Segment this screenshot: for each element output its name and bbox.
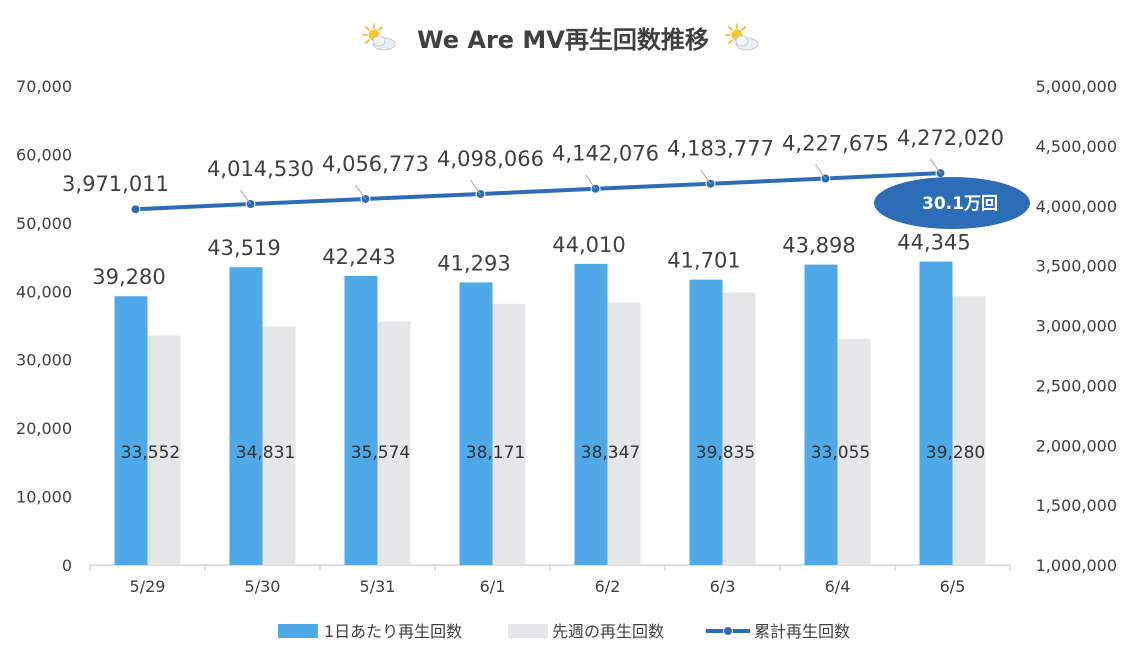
bar-daily-views: [919, 261, 953, 565]
cumulative-label: 4,183,777: [667, 137, 774, 161]
bar-series: [114, 261, 986, 565]
chart-title: We Are MV再生回数推移: [362, 23, 759, 54]
bar-daily-views: [689, 279, 723, 565]
bar-daily-views: [574, 263, 608, 565]
cumulative-label: 3,971,011: [62, 172, 169, 196]
x-tick-label: 6/1: [480, 577, 506, 596]
x-tick-label: 5/29: [130, 577, 166, 596]
bar-daily-views-label: 44,345: [897, 231, 970, 255]
bar-daily-views: [459, 282, 493, 565]
y-right-tick-label: 3,500,000: [1036, 257, 1117, 276]
legend-swatch-daily: [278, 624, 318, 638]
x-tick-label: 5/30: [245, 577, 281, 596]
y-right-tick-label: 4,500,000: [1036, 137, 1117, 156]
y-left-tick-label: 20,000: [16, 419, 72, 438]
bar-last-week-views: [147, 335, 181, 565]
sun-cloud-icon: [725, 23, 759, 51]
bar-daily-views: [114, 296, 148, 565]
y-right-tick-label: 2,000,000: [1036, 436, 1117, 455]
leader-line: [470, 179, 481, 195]
y-right-tick-label: 5,000,000: [1036, 77, 1117, 96]
y-right-tick-label: 3,000,000: [1036, 317, 1117, 336]
annotation-bubble: 30.1万回: [874, 177, 1030, 229]
legend-swatch-last-week: [508, 624, 548, 638]
bar-last-week-views-label: 38,171: [466, 443, 525, 463]
bar-last-week-views: [492, 303, 526, 565]
y-left-tick-label: 40,000: [16, 282, 72, 301]
bar-daily-views-label: 44,010: [552, 233, 625, 257]
cumulative-label: 4,056,773: [322, 152, 429, 176]
bar-daily-views: [344, 275, 378, 565]
chart-title-text: We Are MV再生回数推移: [417, 26, 709, 54]
leader-line: [930, 158, 941, 174]
annotation-ellipse: [874, 177, 1030, 229]
bar-daily-views-label: 41,293: [437, 251, 510, 275]
bar-last-week-views-label: 33,552: [121, 443, 180, 463]
leader-line: [240, 189, 251, 205]
line-series: [130, 168, 946, 215]
cumulative-point: [130, 204, 141, 215]
leader-line: [815, 164, 826, 179]
y-right-tick-label: 4,000,000: [1036, 197, 1117, 216]
legend-label-cumulative: 累計再生回数: [754, 622, 850, 641]
sun-cloud-icon: [362, 23, 396, 51]
y-left-tick-label: 60,000: [16, 145, 72, 164]
y-left-tick-label: 50,000: [16, 214, 72, 233]
y-left-tick-label: 30,000: [16, 351, 72, 370]
cumulative-line: [135, 171, 941, 212]
x-tick-label: 6/3: [710, 577, 736, 596]
leader-line: [700, 169, 711, 185]
cumulative-label: 4,227,675: [782, 131, 889, 155]
cumulative-label: 4,142,076: [552, 142, 659, 166]
bar-last-week-views: [262, 326, 296, 565]
y-right-tick-label: 1,500,000: [1036, 496, 1117, 515]
bar-labels: 39,280 33,552 43,519 34,831 42,243 35,574 41,2…: [92, 231, 985, 463]
bar-last-week-views-label: 34,831: [236, 443, 295, 463]
y-right-tick-label: 2,500,000: [1036, 376, 1117, 395]
x-tick-label: 5/31: [360, 577, 396, 596]
x-tick-label: 6/5: [940, 577, 966, 596]
leader-line: [355, 184, 366, 200]
bar-daily-views-label: 41,701: [667, 249, 740, 273]
cumulative-label: 4,014,530: [207, 157, 314, 181]
annotation-text: 30.1万回: [922, 194, 998, 214]
bar-daily-views-label: 39,280: [92, 265, 165, 289]
bar-last-week-views: [952, 296, 986, 565]
bar-last-week-views-label: 33,055: [811, 443, 870, 463]
bar-last-week-views-label: 39,835: [696, 443, 755, 463]
cumulative-label: 4,098,066: [437, 147, 544, 171]
line-labels: 3,971,011 4,014,530 4,056,773 4,098,066 4,14…: [62, 126, 1004, 205]
right-axis: 1,000,000 1,500,000 2,000,000 2,500,000 3,00…: [1036, 77, 1117, 575]
bar-daily-views-label: 43,898: [782, 234, 855, 258]
x-tick-label: 6/4: [825, 577, 851, 596]
cumulative-label: 4,272,020: [897, 126, 1004, 150]
leader-line: [585, 174, 596, 190]
legend-marker-cumulative: [723, 626, 733, 636]
bar-daily-views: [804, 264, 838, 565]
bar-last-week-views-label: 38,347: [581, 443, 640, 463]
bar-last-week-views-label: 35,574: [351, 443, 410, 463]
bar-daily-views-label: 43,519: [207, 236, 280, 260]
y-left-tick-label: 70,000: [16, 77, 72, 96]
bar-last-week-views: [837, 338, 871, 565]
y-left-tick-label: 0: [62, 556, 72, 575]
legend-label-daily: 1日あたり再生回数: [324, 622, 462, 641]
y-left-tick-label: 10,000: [16, 488, 72, 507]
bar-last-week-views: [377, 321, 411, 565]
bar-last-week-views-label: 39,280: [926, 443, 985, 463]
bar-last-week-views: [722, 292, 756, 565]
bar-daily-views: [229, 267, 263, 565]
bar-last-week-views: [607, 302, 641, 565]
bar-daily-views-label: 42,243: [322, 245, 395, 269]
x-tick-label: 6/2: [595, 577, 621, 596]
legend-label-last-week: 先週の再生回数: [552, 622, 664, 641]
x-axis: 5/29 5/30 5/31 6/1 6/2 6/3 6/4 6/5: [89, 565, 1011, 596]
left-axis: 0 10,000 20,000 30,000 40,000 50,000 60,000 70,…: [16, 77, 72, 575]
y-right-tick-label: 1,000,000: [1036, 556, 1117, 575]
legend: 1日あたり再生回数 先週の再生回数 累計再生回数: [278, 622, 850, 641]
